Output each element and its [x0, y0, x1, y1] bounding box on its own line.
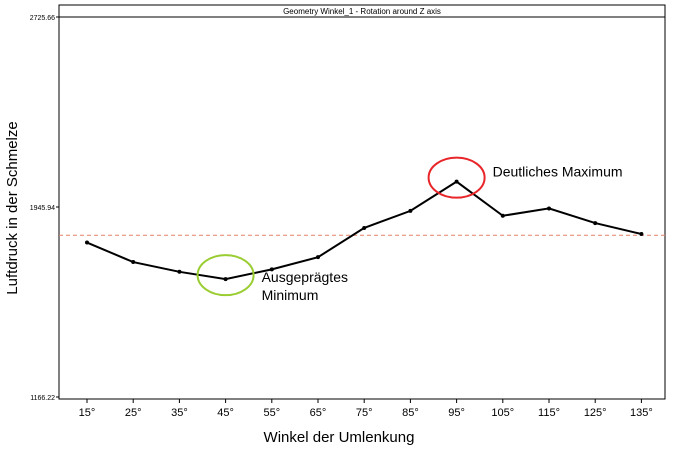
maximum-circle [427, 156, 486, 199]
y-axis-ticks: 1166.22 1945.94 2725.66 [30, 15, 59, 402]
x-tick-label: 75° [356, 407, 373, 419]
plot-frame [58, 16, 666, 400]
x-axis-ticks: 15° 25° 35° 45° 55° 65° 75° 85° 95° 105° 115° 125° 1… [79, 399, 653, 419]
x-tick-label: 25° [125, 407, 142, 419]
data-point [362, 225, 367, 230]
x-tick-label: 15° [79, 407, 96, 419]
maximum-annotation-label: Deutliches Maximum [493, 164, 623, 180]
minimum-annotation-label: Ausgeprägtes Minimum [262, 269, 348, 303]
data-point [177, 269, 182, 274]
x-tick-label: 95° [448, 407, 465, 419]
data-point [547, 206, 551, 211]
chart-title: Geometry Winkel_1 - Rotation around Z ax… [283, 7, 441, 16]
y-tick-label: 1945.94 [30, 205, 55, 212]
minimum-annotation-line: Minimum [262, 287, 319, 303]
x-tick-label: 105° [491, 407, 514, 419]
x-tick-label: 125° [584, 407, 607, 419]
minimum-annotation-line: Ausgeprägtes [262, 269, 348, 285]
data-point [223, 277, 228, 282]
data-point [316, 255, 320, 260]
data-point [454, 179, 459, 184]
y-tick-label: 1166.22 [30, 395, 55, 402]
y-tick-label: 2725.66 [30, 15, 55, 22]
data-point [85, 240, 89, 245]
minimum-circle [196, 254, 255, 297]
title-box [58, 4, 666, 18]
x-tick-label: 35° [171, 407, 188, 419]
annotation-layer: Deutliches Maximum Ausgeprägtes Minimum [196, 156, 623, 303]
data-point [269, 267, 274, 272]
x-tick-label: 115° [538, 407, 560, 419]
series-layer [85, 179, 644, 282]
data-point [593, 221, 598, 226]
data-point [639, 232, 644, 237]
y-axis-label: Luftdruck in der Schmelze [4, 121, 21, 294]
data-point [408, 208, 413, 213]
x-tick-label: 65° [310, 407, 327, 419]
x-tick-label: 45° [217, 407, 234, 419]
x-tick-label: 55° [263, 407, 280, 419]
data-point [131, 260, 136, 265]
x-axis-label: Winkel der Umlenkung [264, 429, 415, 446]
data-point [500, 213, 505, 218]
x-tick-label: 135° [630, 407, 653, 419]
x-tick-label: 85° [402, 407, 419, 419]
